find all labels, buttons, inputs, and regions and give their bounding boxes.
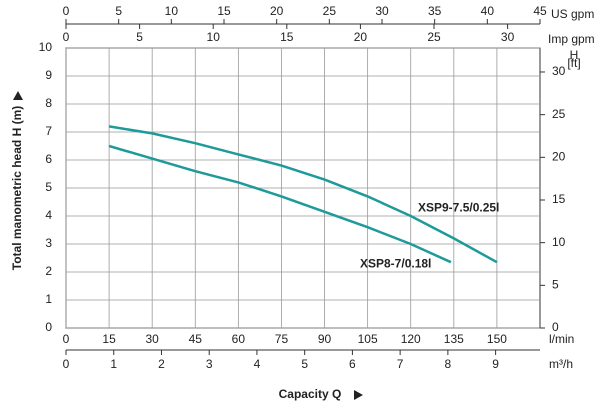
x-tick-label: 0	[63, 332, 70, 346]
y2-tick-label: 15	[552, 192, 566, 206]
y-axis-title: Total manometric head H (m)	[10, 106, 24, 270]
series-label: XSP9-7.5/0.25l	[418, 201, 499, 215]
x3-tick-label: 15	[217, 4, 231, 18]
series-line	[108, 144, 452, 264]
y2-unit-ft: [ft]	[567, 56, 580, 70]
x2-tick-label: 0	[63, 357, 70, 371]
y-tick-label: 6	[45, 152, 52, 166]
x-tick-label: 75	[275, 332, 289, 346]
x2-tick-label: 4	[254, 357, 261, 371]
y-tick-label: 10	[39, 40, 53, 54]
x2-tick-label: 6	[349, 357, 356, 371]
y2-tick-label: 5	[552, 278, 559, 292]
x-tick-label: 105	[358, 332, 378, 346]
x-tick-label: 45	[189, 332, 203, 346]
y2-unit: H	[570, 48, 579, 62]
x4-tick-label: 5	[136, 30, 143, 44]
x-arrow	[354, 390, 363, 400]
x-tick-label: 30	[146, 332, 160, 346]
x-tick-label: 135	[444, 332, 464, 346]
x3-tick-label: 30	[375, 4, 389, 18]
x-tick-label: 120	[401, 332, 421, 346]
x2-tick-label: 5	[301, 357, 308, 371]
x4-tick-label: 25	[427, 30, 441, 44]
y-tick-label: 3	[45, 236, 52, 250]
y2-tick-label: 25	[552, 107, 566, 121]
x2-tick-label: 9	[492, 357, 499, 371]
x-axis-title: Capacity Q	[279, 387, 342, 401]
x3-tick-label: 10	[165, 4, 179, 18]
x2-tick-label: 8	[445, 357, 452, 371]
x-tick-label: 90	[318, 332, 332, 346]
y-tick-label: 2	[45, 264, 52, 278]
x3-unit: US gpm	[551, 7, 594, 21]
x4-tick-label: 30	[501, 30, 515, 44]
x2-tick-label: 3	[206, 357, 213, 371]
series-label: XSP8-7/0.18l	[360, 256, 431, 270]
y-tick-label: 9	[45, 68, 52, 82]
x4-tick-label: 20	[354, 30, 368, 44]
x4-unit: Imp gpm	[548, 32, 595, 46]
x-unit: l/min	[549, 332, 574, 346]
x3-tick-label: 0	[63, 4, 70, 18]
y2-tick-label: 30	[552, 64, 566, 78]
y-arrow	[13, 91, 23, 100]
y-tick-label: 7	[45, 124, 52, 138]
x3-tick-label: 35	[428, 4, 442, 18]
x2-unit: m³/h	[549, 357, 573, 371]
x3-tick-label: 20	[270, 4, 284, 18]
x-tick-label: 60	[232, 332, 246, 346]
x4-tick-label: 15	[280, 30, 294, 44]
x4-tick-label: 0	[63, 30, 70, 44]
y-tick-label: 4	[45, 208, 52, 222]
y-tick-label: 0	[45, 320, 52, 334]
series-line	[108, 125, 498, 264]
y-tick-label: 5	[45, 180, 52, 194]
x2-tick-label: 7	[397, 357, 404, 371]
x3-tick-label: 5	[115, 4, 122, 18]
y2-tick-label: 10	[552, 235, 566, 249]
x3-tick-label: 25	[323, 4, 337, 18]
x3-tick-label: 40	[481, 4, 495, 18]
y2-tick-label: 20	[552, 149, 566, 163]
y-tick-label: 8	[45, 96, 52, 110]
x2-tick-label: 2	[158, 357, 165, 371]
y2-tick-label: 0	[552, 320, 559, 334]
x-tick-label: 150	[487, 332, 507, 346]
x2-tick-label: 1	[110, 357, 117, 371]
x3-tick-label: 45	[533, 4, 547, 18]
x4-tick-label: 10	[207, 30, 221, 44]
y-tick-label: 1	[45, 292, 52, 306]
x-tick-label: 15	[102, 332, 116, 346]
